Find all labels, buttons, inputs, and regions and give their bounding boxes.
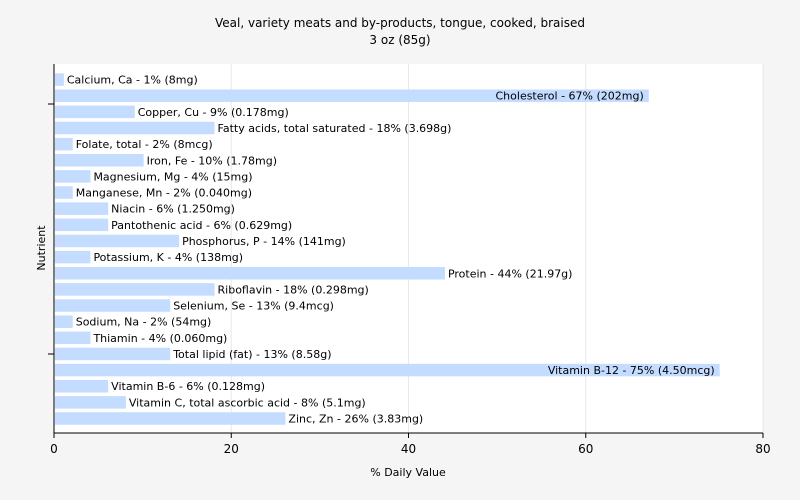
bar bbox=[55, 283, 215, 296]
x-tick-label: 80 bbox=[755, 442, 770, 456]
bar-label: Sodium, Na - 2% (54mg) bbox=[76, 316, 212, 329]
bar-label: Vitamin C, total ascorbic acid - 8% (5.1… bbox=[129, 396, 366, 409]
chart-subtitle: 3 oz (85g) bbox=[369, 33, 430, 47]
bar-label: Pantothenic acid - 6% (0.629mg) bbox=[111, 219, 292, 232]
bar-label: Magnesium, Mg - 4% (15mg) bbox=[93, 170, 252, 183]
x-ticks: 0 20 40 60 80 bbox=[50, 433, 771, 456]
bar bbox=[55, 186, 73, 199]
bar-label: Copper, Cu - 9% (0.178mg) bbox=[138, 106, 289, 119]
y-axis-title: Nutrient bbox=[35, 225, 48, 271]
bar bbox=[55, 315, 73, 328]
bar bbox=[55, 154, 144, 167]
bar-label: Potassium, K - 4% (138mg) bbox=[93, 251, 243, 264]
x-tick-label: 0 bbox=[50, 442, 58, 456]
bar-label: Calcium, Ca - 1% (8mg) bbox=[67, 74, 198, 87]
bar bbox=[55, 137, 73, 151]
bar-label: Manganese, Mn - 2% (0.040mg) bbox=[76, 187, 252, 200]
bar-label: Niacin - 6% (1.250mg) bbox=[111, 203, 235, 216]
bar-label: Zinc, Zn - 26% (3.83mg) bbox=[288, 413, 423, 426]
bar bbox=[55, 170, 91, 183]
bar-label: Protein - 44% (21.97g) bbox=[448, 267, 573, 280]
bar-label: Cholesterol - 67% (202mg) bbox=[496, 90, 644, 103]
bar bbox=[55, 412, 286, 425]
bar-label: Vitamin B-6 - 6% (0.128mg) bbox=[111, 380, 265, 393]
bar-label: Fatty acids, total saturated - 18% (3.69… bbox=[218, 122, 452, 135]
bar-label: Riboflavin - 18% (0.298mg) bbox=[218, 283, 369, 296]
bar bbox=[55, 73, 64, 86]
y-ticks bbox=[48, 103, 54, 355]
bar bbox=[55, 363, 720, 377]
bar-label: Thiamin - 4% (0.060mg) bbox=[92, 332, 227, 345]
bar-label: Phosphorus, P - 14% (141mg) bbox=[182, 235, 346, 248]
bar bbox=[55, 234, 180, 248]
bar bbox=[55, 299, 171, 312]
bar bbox=[55, 379, 109, 393]
bar bbox=[55, 347, 171, 361]
bar-label: Selenium, Se - 13% (9.4mcg) bbox=[173, 300, 334, 313]
bar bbox=[55, 202, 109, 215]
bar bbox=[55, 218, 109, 232]
bar bbox=[55, 331, 91, 345]
bar-label: Total lipid (fat) - 13% (8.58g) bbox=[172, 348, 331, 361]
bar bbox=[55, 250, 91, 264]
x-tick-label: 20 bbox=[224, 442, 239, 456]
chart-title: Veal, variety meats and by-products, ton… bbox=[215, 16, 585, 30]
x-tick-label: 60 bbox=[578, 442, 593, 456]
bar-label: Vitamin B-12 - 75% (4.50mcg) bbox=[548, 364, 715, 377]
bar bbox=[55, 121, 215, 135]
bar bbox=[55, 267, 445, 280]
bar bbox=[55, 396, 126, 409]
bars: Calcium, Ca - 1% (8mg) Cholesterol - 67% … bbox=[55, 73, 720, 426]
x-axis-title: % Daily Value bbox=[370, 466, 446, 479]
bar bbox=[55, 89, 649, 102]
x-tick-label: 40 bbox=[401, 442, 416, 456]
bar-label: Folate, total - 2% (8mcg) bbox=[76, 138, 213, 151]
bar-label: Iron, Fe - 10% (1.78mg) bbox=[147, 154, 277, 167]
bar bbox=[55, 105, 135, 119]
